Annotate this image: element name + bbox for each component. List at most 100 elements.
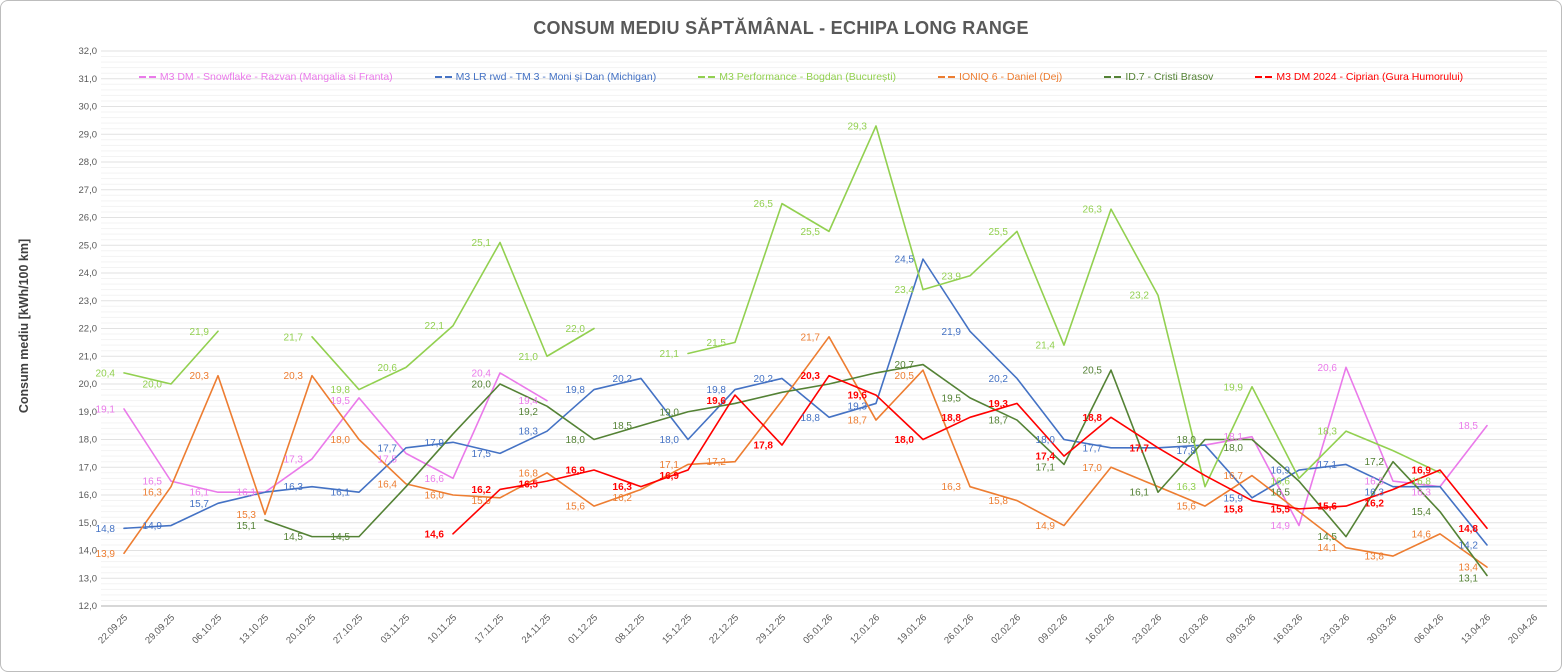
- data-label: 15,6: [1318, 502, 1338, 513]
- data-label: 22,1: [425, 321, 445, 332]
- data-label: 16,8: [519, 468, 539, 479]
- data-label: 22,0: [566, 324, 586, 335]
- data-label: 25,5: [801, 227, 821, 238]
- data-label: 21,9: [190, 327, 210, 338]
- series-line-m3-lr-rwd-tm-3-moni-i-dan-michigan[interactable]: [123, 258, 1488, 546]
- legend-item-label: IONIQ 6 - Daniel (Dej): [959, 71, 1063, 83]
- data-label: 16,1: [237, 488, 257, 499]
- data-label: 18,5: [613, 421, 633, 432]
- x-tick-label: 13.04.26: [1459, 612, 1493, 646]
- data-label: 14,8: [96, 524, 116, 535]
- legend-item-id-7-cristi-brasov[interactable]: ID.7 - Cristi Brasov: [1104, 71, 1213, 83]
- data-label: 19,8: [331, 385, 351, 396]
- legend-item-m3-lr-rwd-tm-3-moni-i-dan-michigan[interactable]: M3 LR rwd - TM 3 - Moni și Dan (Michigan…: [434, 71, 657, 83]
- y-tick-label: 31,0: [79, 74, 98, 85]
- data-label: 16,5: [143, 477, 163, 488]
- data-label: 29,3: [848, 121, 868, 132]
- data-label: 17,9: [425, 438, 445, 449]
- series-line-m3-performance-bogdan-bucure-ti[interactable]: [687, 125, 1441, 488]
- x-tick-label: 02.02.26: [989, 612, 1023, 646]
- data-label: 20,3: [801, 371, 821, 382]
- legend-item-m3-performance-bogdan-bucure-ti[interactable]: M3 Performance - Bogdan (București): [698, 71, 896, 83]
- data-label: 21,9: [942, 327, 962, 338]
- legend-item-m3-dm-snowflake-razvan-mangalia-si-frant[interactable]: M3 DM - Snowflake - Razvan (Mangalia si …: [138, 71, 393, 83]
- legend-item-label: M3 LR rwd - TM 3 - Moni și Dan (Michigan…: [455, 71, 657, 83]
- y-tick-label: 28,0: [79, 157, 98, 168]
- data-label: 15,5: [1271, 504, 1291, 515]
- data-label: 14,8: [1459, 524, 1479, 535]
- data-label: 19,4: [519, 396, 539, 407]
- series-line-m3-dm-2024-ciprian-gura-humorului[interactable]: [452, 374, 1488, 535]
- series-line-id-7-cristi-brasov[interactable]: [264, 363, 1488, 577]
- data-label: 26,3: [1083, 205, 1103, 216]
- x-tick-label: 16.02.26: [1083, 612, 1117, 646]
- x-tick-label: 19.01.26: [895, 612, 929, 646]
- series-line-m3-dm-snowflake-razvan-mangalia-si-frant[interactable]: [1204, 366, 1488, 527]
- x-tick-label: 24.11.25: [520, 612, 553, 645]
- data-label: 25,1: [472, 238, 492, 249]
- data-label: 17,2: [707, 457, 727, 468]
- legend-item-label: M3 DM 2024 - Ciprian (Gura Humorului): [1276, 71, 1464, 83]
- data-label: 19,5: [942, 393, 962, 404]
- data-label: 16,9: [566, 466, 586, 477]
- data-label: 16,8: [1412, 477, 1432, 488]
- data-label: 16,9: [1412, 466, 1432, 477]
- data-label: 15,7: [190, 499, 210, 510]
- data-label: 18,0: [895, 435, 915, 446]
- data-label: 15,6: [1177, 502, 1197, 513]
- legend: M3 DM - Snowflake - Razvan (Mangalia si …: [71, 71, 1531, 83]
- data-label: 20,6: [378, 363, 398, 374]
- x-tick-label: 30.03.26: [1365, 612, 1399, 646]
- y-tick-label: 26,0: [79, 213, 98, 224]
- data-label: 16,3: [143, 488, 163, 499]
- data-label: 17,1: [1318, 460, 1338, 471]
- series-line-m3-performance-bogdan-bucure-ti[interactable]: [311, 241, 595, 391]
- data-label: 20,4: [472, 368, 492, 379]
- data-label: 14,9: [1271, 521, 1291, 532]
- y-tick-label: 24,0: [79, 268, 98, 279]
- legend-item-label: M3 DM - Snowflake - Razvan (Mangalia si …: [159, 71, 393, 83]
- data-label: 18,8: [1083, 413, 1103, 424]
- data-label: 20,0: [143, 380, 163, 391]
- data-label: 23,4: [895, 285, 915, 296]
- y-tick-label: 12,0: [79, 601, 98, 612]
- data-label: 13,9: [96, 549, 116, 560]
- legend-item-label: M3 Performance - Bogdan (București): [719, 71, 897, 83]
- data-label: 17,1: [660, 460, 680, 471]
- y-tick-label: 22,0: [79, 324, 98, 335]
- data-label: 13,4: [1459, 563, 1479, 574]
- data-label: 14,9: [1036, 521, 1056, 532]
- x-tick-label: 22.09.25: [96, 612, 130, 646]
- x-tick-label: 27.10.25: [331, 612, 365, 646]
- series-line-m3-dm-snowflake-razvan-mangalia-si-frant[interactable]: [123, 372, 548, 494]
- legend-item-m3-dm-2024-ciprian-gura-humorului[interactable]: M3 DM 2024 - Ciprian (Gura Humorului): [1255, 71, 1463, 83]
- x-tick-label: 05.01.26: [801, 612, 835, 646]
- data-label: 19,3: [989, 399, 1009, 410]
- data-label: 17,5: [472, 449, 492, 460]
- x-tick-label: 13.10.25: [237, 612, 271, 646]
- y-tick-label: 23,0: [79, 296, 98, 307]
- data-label: 19,0: [660, 407, 680, 418]
- x-tick-label: 06.10.25: [190, 612, 224, 646]
- data-label: 16,2: [472, 485, 492, 496]
- data-label: 16,1: [190, 488, 210, 499]
- legend-item-ioniq-6-daniel-dej[interactable]: IONIQ 6 - Daniel (Dej): [938, 71, 1062, 83]
- data-label: 13,1: [1459, 574, 1479, 585]
- data-label: 17,0: [1083, 463, 1103, 474]
- series-line-ioniq-6-daniel-dej[interactable]: [123, 336, 1488, 568]
- data-label: 16,9: [660, 471, 680, 482]
- series-line-m3-performance-bogdan-bucure-ti[interactable]: [123, 330, 219, 385]
- data-label: 16,6: [425, 474, 445, 485]
- data-label: 19,8: [566, 385, 586, 396]
- data-label: 16,3: [1177, 482, 1197, 493]
- data-label: 17,7: [378, 443, 398, 454]
- y-tick-label: 17,0: [79, 462, 98, 473]
- x-tick-label: 15.12.25: [660, 612, 694, 646]
- data-label: 14,5: [284, 532, 304, 543]
- data-label: 18,3: [519, 427, 539, 438]
- y-axis-title: Consum mediu [kWh/100 km]: [17, 238, 31, 414]
- data-label: 18,3: [1318, 427, 1338, 438]
- data-label: 25,5: [989, 227, 1009, 238]
- data-label: 14,9: [143, 521, 163, 532]
